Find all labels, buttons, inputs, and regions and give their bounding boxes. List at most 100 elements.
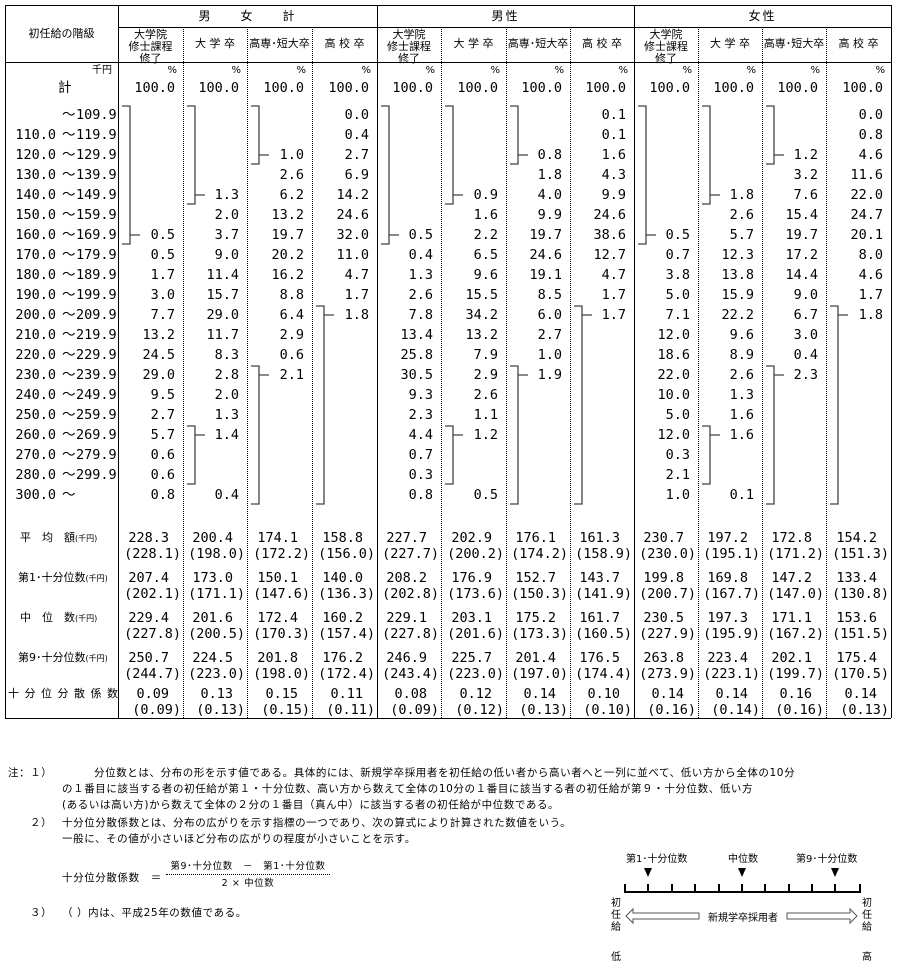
cell-value: 12.3 [721,247,754,263]
range-to: 209.9 [76,307,117,323]
stat-prev-year-value: (202.1) [124,586,181,602]
cell-value: 2.2 [473,227,498,243]
stat-value: 176.9 [451,570,492,586]
stat-value: 203.1 [451,610,492,626]
total-value: 100.0 [777,80,818,96]
group-header: 男性 [491,9,520,23]
stat-prev-year-value: (141.9) [575,586,632,602]
stat-value: 0.08 [394,686,427,702]
column-rule [5,5,6,718]
column-dotted-rule [826,27,827,718]
diagram-axis [624,868,861,925]
triangle-marker-icon [831,868,839,877]
range-tilde: ～ [62,407,76,423]
range-tilde: ～ [62,187,76,203]
range-tilde: ～ [62,447,76,463]
cell-value: 6.7 [793,307,818,323]
range-tilde: ～ [62,127,76,143]
range-to: 229.9 [76,347,117,363]
range-tilde: ～ [62,287,76,303]
stat-value: 160.2 [322,610,363,626]
stat-prev-year-value: (223.0) [447,666,504,682]
table-border-top [5,5,891,6]
cell-value: 12.7 [593,247,626,263]
total-value: 100.0 [713,80,754,96]
range-to: 199.9 [76,287,117,303]
cell-value: 1.2 [793,147,818,163]
cell-value: 2.6 [729,207,754,223]
stat-label-text: 平 均 額 [20,531,75,544]
column-header: 大 学 卒 [710,37,750,50]
stat-value: 150.1 [257,570,298,586]
formula-lhs: 十分位分散係数 ＝ [62,872,162,884]
column-dotted-rule [183,27,184,718]
cell-value: 0.9 [473,187,498,203]
cell-value: 5.7 [150,427,175,443]
unit-label: % [296,65,306,76]
cell-value: 8.8 [279,287,304,303]
unit-label: % [875,65,885,76]
column-header: 大 学 卒 [453,37,494,50]
cell-value: 24.5 [142,347,175,363]
stat-prev-year-value: (243.4) [382,666,439,682]
stat-prev-year-value: (157.4) [318,626,375,642]
stat-prev-year-value: (223.1) [703,666,760,682]
cell-value: 7.8 [408,307,433,323]
total-value: 100.0 [842,80,883,96]
range-to: 139.9 [76,167,117,183]
stat-value: 172.4 [257,610,298,626]
stat-prev-year-value: (227.9) [639,626,696,642]
column-header: 高 校 卒 [324,37,365,50]
stat-value: 174.1 [257,530,298,546]
column-rule [118,5,119,718]
cell-value: 2.6 [473,387,498,403]
stat-value: 0.16 [779,686,812,702]
stat-prev-year-value: (0.11) [326,702,375,718]
row-label-header: 初任給の階級 [28,27,95,40]
stat-prev-year-value: (200.7) [639,586,696,602]
note-1-line: (あるいは高い方)から数えて全体の２分の１番目（真ん中）に該当する者の初任給が中… [62,799,560,811]
column-header: 高専･短大卒 [249,37,310,50]
diagram-left-end: 低 [611,952,621,963]
cell-value: 1.0 [665,487,690,503]
stat-prev-year-value: (151.3) [832,546,889,562]
stat-value: 199.8 [643,570,684,586]
cell-value: 1.6 [473,207,498,223]
range-to: 129.9 [76,147,117,163]
stat-prev-year-value: (170.3) [253,626,310,642]
cell-value: 24.7 [850,207,883,223]
stat-prev-year-value: (227.8) [124,626,181,642]
stat-prev-year-value: (0.09) [132,702,181,718]
stat-prev-year-value: (174.4) [575,666,632,682]
cell-value: 0.7 [665,247,690,263]
cell-value: 3.2 [793,167,818,183]
cell-value: 4.7 [601,267,626,283]
cell-value: 13.2 [142,327,175,343]
total-value: 100.0 [521,80,562,96]
cell-value: 11.4 [206,267,239,283]
stat-prev-year-value: (136.3) [318,586,375,602]
cell-value: 0.1 [729,487,754,503]
range-tilde: ～ [62,427,76,443]
bracket-layer [122,105,848,505]
stat-prev-year-value: (172.4) [318,666,375,682]
cell-value: 15.7 [206,287,239,303]
stat-prev-year-value: (201.6) [447,626,504,642]
stat-value: 152.7 [515,570,556,586]
stat-unit: (千円) [75,614,98,623]
range-from: 170.0 [15,247,56,263]
stat-label-text: 第9･十分位数 [18,651,86,664]
stat-prev-year-value: (0.09) [390,702,439,718]
stat-value: 161.3 [579,530,620,546]
column-dotted-rule [441,27,442,718]
stat-value: 201.6 [192,610,233,626]
diagram-right-end: 高 [862,952,872,963]
cell-value: 22.0 [850,187,883,203]
cell-value: 12.0 [657,427,690,443]
range-from: 230.0 [15,367,56,383]
cell-value: 0.4 [214,487,239,503]
stat-value: 158.8 [322,530,363,546]
cell-value: 1.6 [729,427,754,443]
cell-value: 12.0 [657,327,690,343]
cell-value: 19.1 [529,267,562,283]
